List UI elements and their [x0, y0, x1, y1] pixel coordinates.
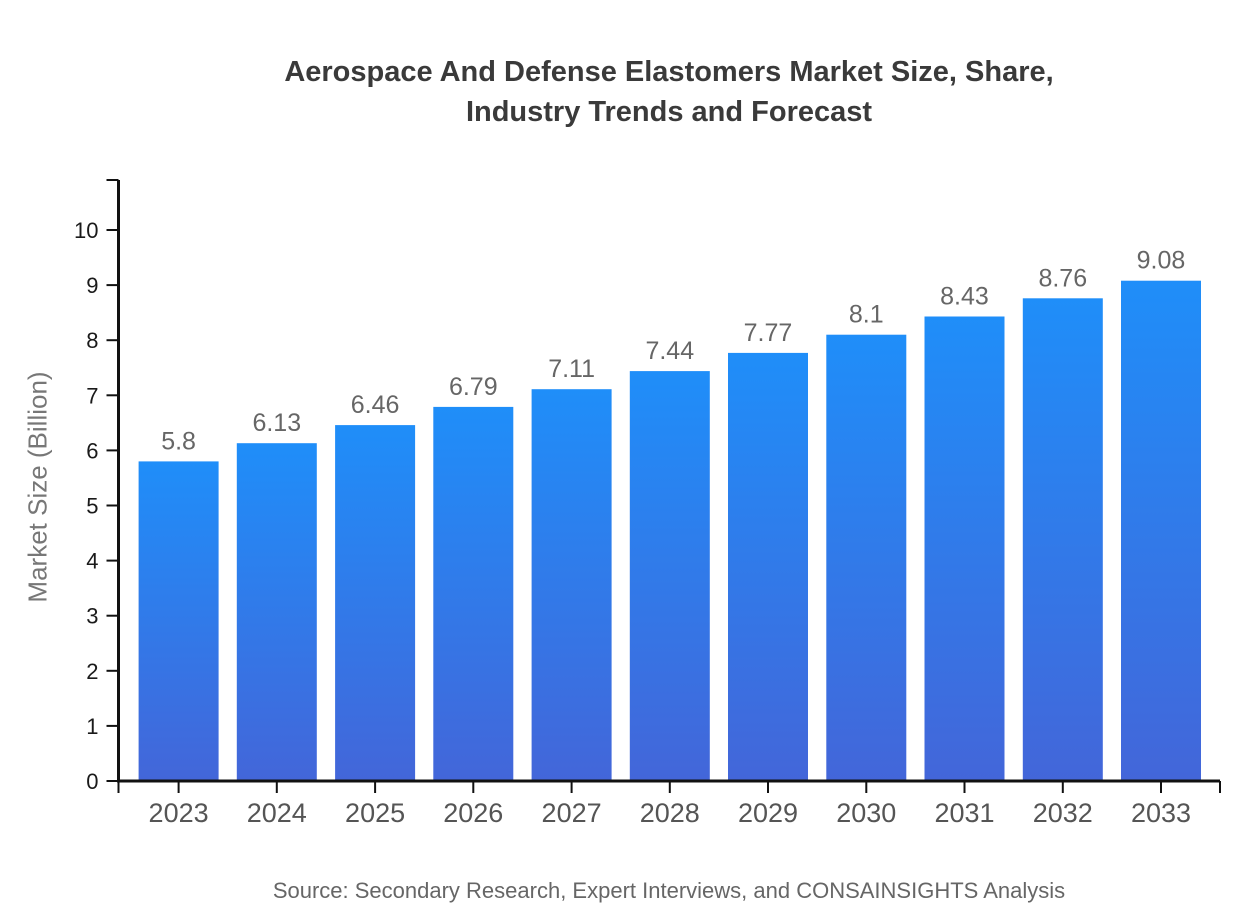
bar-2025	[335, 425, 416, 781]
value-label-2031: 8.43	[940, 283, 989, 311]
x-tick-label-2033: 2033	[1131, 798, 1191, 828]
x-tick-label-2026: 2026	[443, 798, 503, 828]
value-label-2027: 7.11	[548, 355, 595, 383]
x-tick-label-2030: 2030	[836, 798, 896, 828]
x-tick-label-2027: 2027	[542, 798, 602, 828]
value-label-2030: 8.1	[849, 301, 884, 329]
y-tick-label-2: 2	[86, 659, 98, 684]
x-tick-label-2023: 2023	[149, 798, 209, 828]
x-tick-label-2024: 2024	[247, 798, 307, 828]
y-tick-label-10: 10	[74, 218, 98, 243]
chart-title-line1: Aerospace And Defense Elastomers Market …	[284, 56, 1054, 88]
bar-2030	[826, 334, 907, 781]
y-tick-label-8: 8	[86, 328, 98, 353]
y-tick-label-1: 1	[86, 714, 98, 739]
bar-2023	[138, 461, 219, 781]
value-label-2026: 6.79	[449, 373, 498, 401]
value-label-2023: 5.8	[161, 427, 196, 455]
value-label-2033: 9.08	[1137, 247, 1186, 275]
bar-2032	[1022, 298, 1103, 781]
y-tick-label-5: 5	[86, 494, 98, 519]
value-label-2025: 6.46	[351, 391, 400, 419]
bar-2033	[1121, 280, 1201, 781]
x-tick-label-2025: 2025	[345, 798, 405, 828]
chart-title-line2: Industry Trends and Forecast	[465, 96, 873, 128]
bar-2026	[433, 406, 514, 781]
value-label-2029: 7.77	[744, 319, 793, 347]
y-tick-label-6: 6	[86, 438, 98, 463]
x-tick-label-2029: 2029	[738, 798, 798, 828]
y-tick-label-4: 4	[86, 549, 98, 574]
bar-2027	[531, 389, 612, 781]
bar-2031	[924, 316, 1005, 781]
value-label-2032: 8.76	[1038, 264, 1087, 292]
chart-title: Aerospace And Defense Elastomers Market …	[118, 52, 1220, 132]
value-label-2028: 7.44	[645, 337, 694, 365]
source-attribution: Source: Secondary Research, Expert Inter…	[272, 878, 1066, 903]
y-tick-label-3: 3	[86, 604, 98, 629]
x-tick-label-2028: 2028	[640, 798, 700, 828]
y-tick-label-0: 0	[86, 769, 98, 794]
y-tick-label-7: 7	[86, 383, 98, 408]
x-tick-label-2031: 2031	[934, 798, 994, 828]
bar-2029	[728, 352, 808, 781]
value-label-2024: 6.13	[252, 409, 301, 437]
bar-2024	[236, 443, 317, 781]
bar-2028	[629, 371, 710, 781]
y-tick-label-9: 9	[86, 273, 98, 298]
x-tick-label-2032: 2032	[1033, 798, 1093, 828]
